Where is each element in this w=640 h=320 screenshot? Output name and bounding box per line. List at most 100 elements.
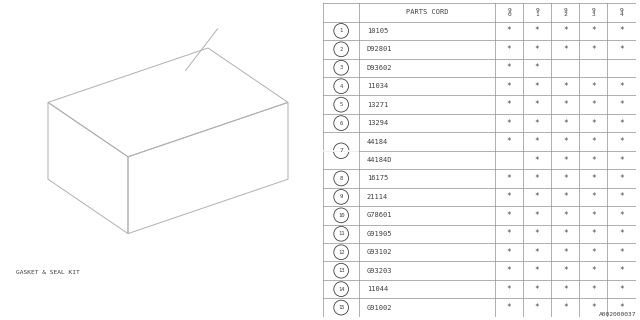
Text: *: *: [563, 266, 568, 275]
Text: *: *: [563, 156, 568, 164]
Text: *: *: [535, 82, 540, 91]
Text: *: *: [535, 248, 540, 257]
Text: *: *: [563, 192, 568, 201]
Text: *: *: [619, 45, 624, 54]
Text: *: *: [591, 174, 596, 183]
Text: 3: 3: [340, 65, 343, 70]
Text: *: *: [535, 100, 540, 109]
Text: *: *: [619, 156, 624, 164]
Text: *: *: [507, 303, 511, 312]
Text: *: *: [535, 119, 540, 128]
Text: *: *: [591, 211, 596, 220]
Text: 4: 4: [340, 84, 343, 89]
Text: *: *: [535, 266, 540, 275]
Text: 16175: 16175: [367, 175, 388, 181]
Text: 21114: 21114: [367, 194, 388, 200]
Text: *: *: [563, 45, 568, 54]
Text: 13271: 13271: [367, 102, 388, 108]
Text: *: *: [619, 284, 624, 294]
Text: 44184: 44184: [367, 139, 388, 145]
Text: *: *: [507, 100, 511, 109]
Text: *: *: [591, 284, 596, 294]
Text: *: *: [619, 211, 624, 220]
Text: *: *: [563, 303, 568, 312]
Text: *: *: [591, 266, 596, 275]
Text: G91905: G91905: [367, 231, 392, 237]
Text: *: *: [563, 248, 568, 257]
Text: 10105: 10105: [367, 28, 388, 34]
Text: *: *: [619, 82, 624, 91]
Text: 15: 15: [338, 305, 344, 310]
Text: 11: 11: [338, 231, 344, 236]
Text: *: *: [507, 45, 511, 54]
Text: *: *: [563, 137, 568, 146]
Text: *: *: [535, 174, 540, 183]
Text: *: *: [563, 229, 568, 238]
Text: 5: 5: [340, 102, 343, 107]
Text: *: *: [619, 248, 624, 257]
Text: *: *: [507, 119, 511, 128]
Text: *: *: [535, 26, 540, 36]
Text: *: *: [535, 229, 540, 238]
Text: *: *: [619, 303, 624, 312]
Text: *: *: [535, 192, 540, 201]
Text: *: *: [591, 119, 596, 128]
Text: PARTS CORD: PARTS CORD: [406, 9, 448, 15]
Text: D92801: D92801: [367, 46, 392, 52]
Text: *: *: [591, 45, 596, 54]
Text: *: *: [507, 137, 511, 146]
Text: 11034: 11034: [367, 83, 388, 89]
Text: *: *: [563, 284, 568, 294]
Text: *: *: [591, 137, 596, 146]
Text: *: *: [619, 266, 624, 275]
Text: A002000037: A002000037: [599, 312, 637, 317]
Text: *: *: [619, 119, 624, 128]
Text: 13: 13: [338, 268, 344, 273]
Text: *: *: [535, 303, 540, 312]
Text: 1: 1: [340, 28, 343, 33]
Text: *: *: [507, 192, 511, 201]
Text: *: *: [507, 248, 511, 257]
Text: *: *: [507, 26, 511, 36]
Text: *: *: [619, 229, 624, 238]
Text: *: *: [591, 192, 596, 201]
Text: *: *: [507, 63, 511, 72]
Text: *: *: [591, 26, 596, 36]
Text: 14: 14: [338, 287, 344, 292]
Text: D93602: D93602: [367, 65, 392, 71]
Text: *: *: [591, 82, 596, 91]
Text: 9
3: 9 3: [591, 8, 595, 17]
Text: 10: 10: [338, 213, 344, 218]
Text: *: *: [619, 192, 624, 201]
Text: *: *: [619, 100, 624, 109]
Text: *: *: [535, 137, 540, 146]
Text: *: *: [563, 82, 568, 91]
Text: *: *: [507, 82, 511, 91]
Text: 44184D: 44184D: [367, 157, 392, 163]
Text: *: *: [563, 211, 568, 220]
Text: G93203: G93203: [367, 268, 392, 274]
Text: G78601: G78601: [367, 212, 392, 218]
Text: *: *: [591, 248, 596, 257]
Text: G93102: G93102: [367, 249, 392, 255]
Text: *: *: [591, 229, 596, 238]
Text: *: *: [507, 266, 511, 275]
Text: 8: 8: [340, 176, 343, 181]
Text: *: *: [535, 156, 540, 164]
Text: *: *: [507, 229, 511, 238]
Text: 9
2: 9 2: [563, 8, 567, 17]
Text: *: *: [591, 303, 596, 312]
Text: 13294: 13294: [367, 120, 388, 126]
Text: 9
1: 9 1: [535, 8, 539, 17]
Text: 9: 9: [340, 194, 343, 199]
Text: *: *: [591, 156, 596, 164]
Text: *: *: [507, 284, 511, 294]
Text: 2: 2: [340, 47, 343, 52]
Text: 9
0: 9 0: [507, 8, 511, 17]
Text: *: *: [619, 137, 624, 146]
Text: *: *: [563, 119, 568, 128]
Text: *: *: [563, 174, 568, 183]
Text: 7: 7: [339, 148, 343, 153]
Text: *: *: [591, 100, 596, 109]
Text: *: *: [563, 26, 568, 36]
